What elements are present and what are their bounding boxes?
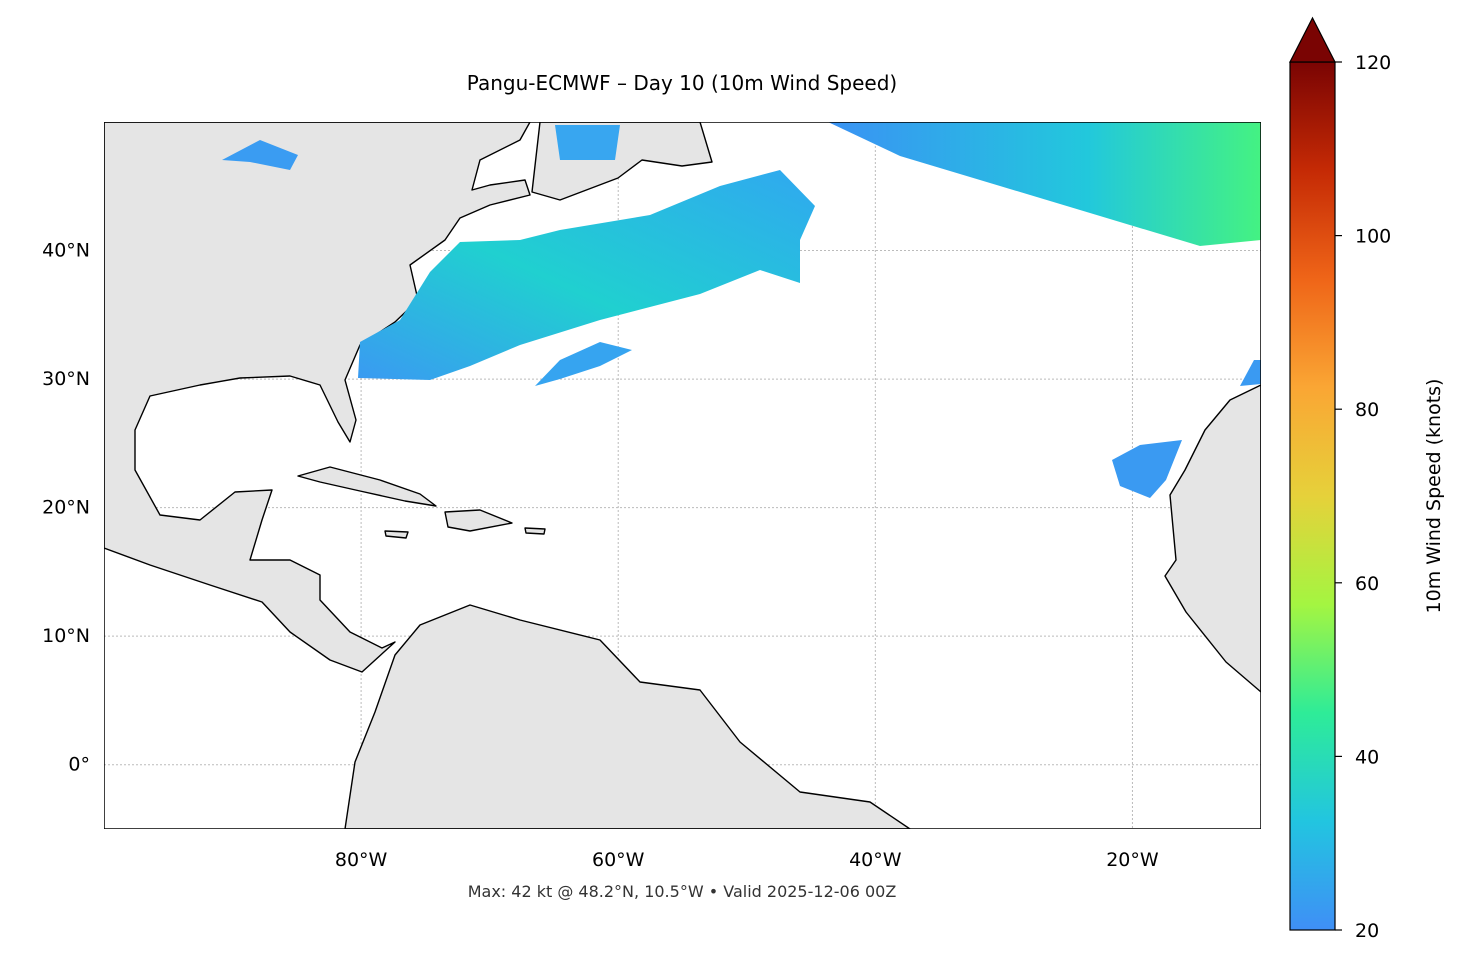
land: [104, 122, 531, 673]
land: [344, 604, 911, 829]
y-tick-label: 40°N: [42, 240, 90, 262]
colorbar: 20 40 60 80 100 120 10m Wind Speed (knots): [1289, 16, 1445, 942]
wind-area: [222, 140, 298, 170]
colorbar-tick-label: 60: [1355, 573, 1379, 595]
colorbar-tick-label: 120: [1355, 52, 1391, 74]
y-tick-label: 20°N: [42, 497, 90, 519]
wind-area: [1112, 440, 1182, 498]
wind-area: [555, 125, 620, 160]
wind-area: [828, 122, 1261, 246]
y-tick-label: 30°N: [42, 368, 90, 390]
colorbar-label: 10m Wind Speed (knots): [1423, 379, 1445, 614]
land: [384, 530, 409, 539]
land: [297, 466, 437, 507]
x-tick-label: 60°W: [592, 849, 645, 871]
x-tick-label: 40°W: [849, 849, 902, 871]
colorbar-extend: [1289, 16, 1336, 63]
y-tick-label: 0°: [68, 754, 90, 776]
wind-area: [358, 170, 815, 380]
land: [524, 527, 546, 535]
x-tick-label: 80°W: [335, 849, 388, 871]
colorbar-body: [1289, 61, 1336, 931]
colorbar-tick-label: 20: [1355, 920, 1379, 942]
colorbar-tick-label: 100: [1355, 226, 1391, 248]
x-tick-label: 20°W: [1106, 849, 1159, 871]
colorbar-tick-label: 80: [1355, 399, 1379, 421]
land: [1164, 384, 1261, 693]
ticks: 80°W 60°W 40°W 20°W 0° 10°N 20°N 30°N 40°N: [42, 240, 1159, 871]
wind-area: [535, 342, 632, 386]
map-area: [104, 122, 1261, 829]
wind-area: [1240, 360, 1261, 386]
footer: Max: 42 kt @ 48.2°N, 10.5°W • Valid 2025…: [468, 882, 897, 901]
land: [444, 509, 513, 532]
y-tick-label: 10°N: [42, 625, 90, 647]
colorbar-tick-label: 40: [1355, 746, 1379, 768]
map-title: Pangu-ECMWF – Day 10 (10m Wind Speed): [467, 71, 897, 95]
